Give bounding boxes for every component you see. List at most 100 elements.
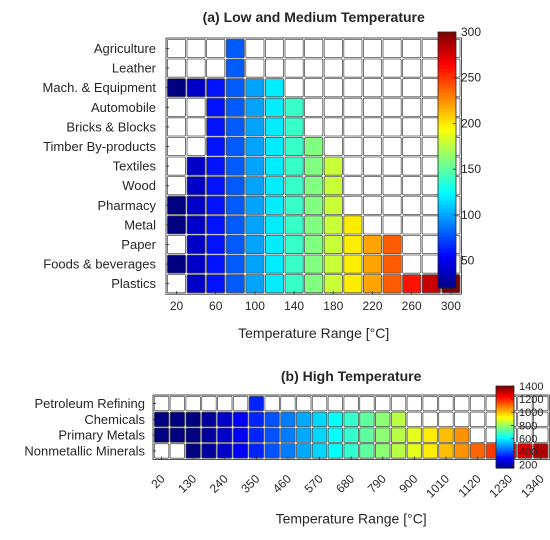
colorbar-segment bbox=[496, 409, 514, 411]
heatmap-cell-filled bbox=[166, 78, 186, 98]
colorbar-segment bbox=[496, 398, 514, 401]
colorbar-segment bbox=[438, 84, 456, 89]
heatmap-cell-empty bbox=[245, 39, 265, 59]
colorbar-segment bbox=[496, 429, 514, 432]
colorbar-segment bbox=[496, 446, 514, 449]
colorbar-segment bbox=[496, 407, 514, 410]
heatmap-cell-filled bbox=[390, 427, 407, 443]
heatmap-cell-filled bbox=[323, 195, 343, 215]
heatmap-cell-filled bbox=[296, 411, 312, 428]
chart-low-medium-temperature: (a) Low and Medium Temperature Agricultur… bbox=[43, 9, 482, 341]
heatmap-cell-empty bbox=[186, 39, 206, 59]
heatmap-cell-filled bbox=[323, 234, 343, 254]
heatmap-cell-empty bbox=[382, 78, 402, 98]
heatmap-cell-filled bbox=[186, 274, 206, 294]
heatmap-cell-filled bbox=[327, 427, 344, 443]
colorbar-segment bbox=[438, 40, 456, 45]
row-label: Timber By-products bbox=[43, 139, 156, 154]
row-label: Leather bbox=[112, 61, 157, 76]
heatmap-cell-empty bbox=[402, 117, 422, 137]
heatmap-cell-filled bbox=[343, 443, 359, 459]
heatmap-cell-empty bbox=[186, 58, 206, 78]
colorbar-segment bbox=[496, 389, 514, 392]
x-tick-label: 180 bbox=[323, 299, 343, 313]
heatmap-cell-empty bbox=[533, 427, 549, 443]
heatmap-cell-filled bbox=[264, 117, 284, 137]
heatmap-cell-filled bbox=[284, 156, 304, 176]
heatmap-cell-filled bbox=[186, 215, 206, 235]
heatmap-cell-filled bbox=[284, 195, 304, 215]
colorbar-tick-label: 100 bbox=[461, 208, 481, 222]
colorbar-segment bbox=[438, 280, 456, 285]
colorbar-segment bbox=[438, 104, 456, 109]
heatmap-cell-filled bbox=[284, 136, 304, 156]
heatmap-cell-filled bbox=[201, 411, 217, 428]
colorbar-segment bbox=[438, 100, 456, 105]
heatmap-cell-filled bbox=[245, 156, 265, 176]
colorbar-segment bbox=[438, 156, 456, 161]
heatmap-cell-empty bbox=[402, 39, 422, 59]
heatmap-cell-filled bbox=[406, 427, 423, 443]
colorbar-segment bbox=[438, 96, 456, 101]
colorbar-tick-label: 400 bbox=[519, 447, 537, 459]
colorbar: 50 100 150 200 250 300 bbox=[437, 25, 481, 289]
heatmap-cell-filled bbox=[296, 427, 312, 443]
colorbar-segment bbox=[496, 437, 514, 440]
heatmap-cell-empty bbox=[533, 395, 549, 412]
x-tick-label: 1010 bbox=[423, 471, 452, 500]
heatmap-cell-empty bbox=[323, 78, 343, 98]
row-label: Agriculture bbox=[94, 41, 156, 56]
heatmap-cell-filled bbox=[304, 274, 324, 294]
heatmap-cell-empty bbox=[323, 117, 343, 137]
heatmap-cell-filled bbox=[225, 234, 245, 254]
heatmap-cell-empty bbox=[327, 395, 344, 412]
colorbar-segment bbox=[438, 224, 456, 229]
colorbar-segment bbox=[438, 204, 456, 209]
heatmap-cell-empty bbox=[323, 58, 343, 78]
heatmap-cell-empty bbox=[296, 395, 312, 412]
heatmap-cell-filled bbox=[206, 156, 226, 176]
heatmap-cell-filled bbox=[280, 427, 296, 443]
heatmap-cell-filled bbox=[248, 411, 265, 428]
colorbar-segment bbox=[438, 192, 456, 197]
colorbar-segment bbox=[496, 443, 514, 446]
colorbar-segment bbox=[496, 418, 514, 420]
heatmap-cell-filled bbox=[245, 234, 265, 254]
colorbar-segment bbox=[438, 248, 456, 253]
heatmap-cell-empty bbox=[469, 411, 486, 428]
heatmap-cell-filled bbox=[343, 411, 359, 428]
heatmap-cell-filled bbox=[186, 156, 206, 176]
colorbar-segment bbox=[438, 112, 456, 117]
colorbar-segment bbox=[438, 184, 456, 189]
heatmap-cell-filled bbox=[245, 195, 265, 215]
colorbar-segment bbox=[496, 442, 514, 445]
x-tick-label: 1230 bbox=[486, 471, 515, 500]
heatmap-cell-empty bbox=[406, 411, 423, 428]
colorbar-segment bbox=[438, 164, 456, 169]
heatmap-cell-filled bbox=[206, 274, 226, 294]
heatmap-cell-filled bbox=[454, 427, 470, 443]
x-tick-label: 680 bbox=[333, 471, 357, 495]
heatmap-cell-empty bbox=[402, 136, 422, 156]
heatmap-cell-empty bbox=[169, 443, 186, 459]
colorbar-segment bbox=[496, 421, 514, 424]
colorbar-segment bbox=[496, 416, 514, 419]
x-tick-label: 220 bbox=[362, 299, 382, 313]
x-tick-label: 1120 bbox=[456, 471, 484, 499]
colorbar-segment bbox=[496, 455, 514, 458]
heatmap-cell-empty bbox=[166, 117, 186, 137]
colorbar-segment bbox=[496, 400, 514, 402]
heatmap-cell-empty bbox=[166, 156, 186, 176]
heatmap-cell-filled bbox=[264, 443, 280, 459]
heatmap-cell-empty bbox=[153, 443, 170, 459]
heatmap-cell-empty bbox=[382, 176, 402, 196]
row-label: Primary Metals bbox=[58, 428, 145, 443]
heatmap-cell-filled bbox=[264, 234, 284, 254]
colorbar-frame bbox=[495, 385, 515, 469]
heatmap-cell-filled bbox=[304, 195, 324, 215]
colorbar-segment bbox=[438, 64, 456, 69]
colorbar-segment bbox=[438, 276, 456, 281]
row-label: Textiles bbox=[113, 159, 157, 174]
heatmap-cell-filled bbox=[362, 254, 382, 274]
colorbar-segment bbox=[438, 144, 456, 149]
